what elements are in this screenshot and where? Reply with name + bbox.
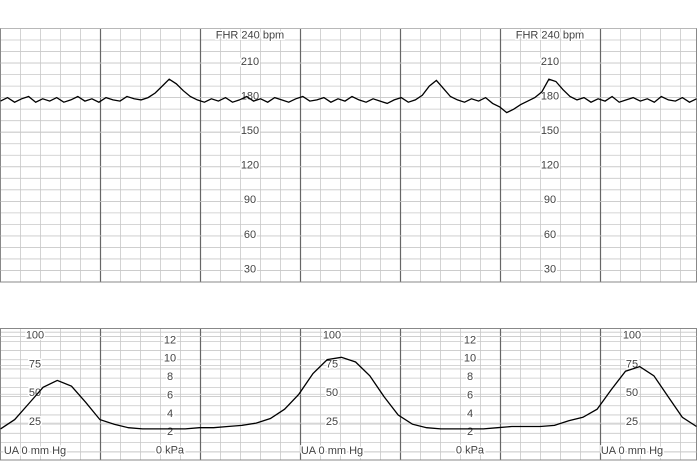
y-tick-label: 30 — [544, 263, 556, 275]
y-tick-label: 30 — [244, 263, 256, 275]
y2-tick-label: 4 — [167, 408, 173, 420]
y2-tick-label: 8 — [167, 371, 173, 383]
y2-tick-label: 2 — [467, 426, 473, 438]
y-tick-label: 120 — [241, 160, 259, 172]
y2-tick-label: 6 — [467, 389, 473, 401]
y-tick-label: 120 — [541, 160, 559, 172]
y2-tick-label: 0 kPa — [156, 445, 185, 457]
y-tick-label: 150 — [241, 125, 259, 137]
y-tick-label: 75 — [326, 358, 338, 370]
y-tick-label: 60 — [244, 229, 256, 241]
y-tick-label: 50 — [326, 387, 338, 399]
y2-tick-label: 4 — [467, 408, 473, 420]
y-tick-label: 150 — [541, 125, 559, 137]
y-tick-label: 100 — [623, 329, 641, 341]
y2-tick-label: 10 — [164, 353, 176, 365]
y-tick-label: 25 — [29, 416, 41, 428]
y-tick-label: 25 — [326, 416, 338, 428]
y2-tick-label: 10 — [464, 353, 476, 365]
y2-tick-label: 6 — [167, 389, 173, 401]
y-tick-label: 90 — [544, 194, 556, 206]
trace — [0, 78, 697, 114]
y-tick-label: UA 0 mm Hg — [301, 445, 363, 457]
y2-tick-label: 8 — [467, 371, 473, 383]
y-tick-label: 90 — [244, 194, 256, 206]
y-tick-label: UA 0 mm Hg — [4, 445, 66, 457]
y-tick-label: 100 — [323, 329, 341, 341]
y2-tick-label: 2 — [167, 426, 173, 438]
y-tick-label: 25 — [626, 416, 638, 428]
trace — [0, 356, 697, 430]
y-tick-label: 100 — [26, 329, 44, 341]
y-tick-label: UA 0 mm Hg — [601, 445, 663, 457]
y-tick-label: 210 — [541, 56, 559, 68]
y-tick-label: FHR 240 bpm — [216, 29, 284, 41]
y-tick-label: 210 — [241, 56, 259, 68]
y2-tick-label: 12 — [464, 334, 476, 346]
y-tick-label: FHR 240 bpm — [516, 29, 584, 41]
y2-tick-label: 0 kPa — [456, 445, 485, 457]
y-tick-label: 50 — [626, 387, 638, 399]
y-tick-label: 75 — [29, 358, 41, 370]
y-tick-label: 180 — [541, 91, 559, 103]
y-tick-label: 50 — [29, 387, 41, 399]
y-tick-label: 60 — [544, 229, 556, 241]
y2-tick-label: 12 — [164, 334, 176, 346]
